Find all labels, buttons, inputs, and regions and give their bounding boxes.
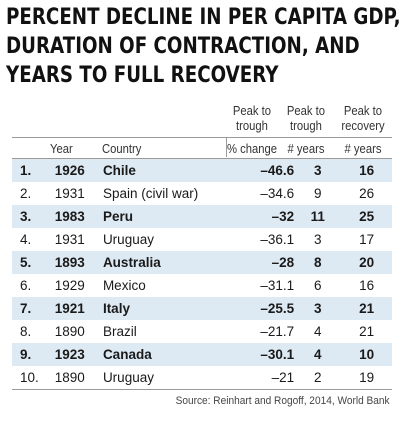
trough-years-cell: 6 — [313, 278, 322, 293]
table-title: PERCENT DECLINE IN PER CAPITA GDP, DURAT… — [6, 3, 400, 90]
pct-change-cell: –32 — [225, 205, 295, 228]
trough-years-cell: 3 — [313, 232, 322, 247]
year-cell: 1923 — [54, 343, 103, 366]
rank-cell: 5. — [12, 251, 55, 274]
year-cell: 1926 — [54, 159, 103, 182]
pct-change-cell: –36.1 — [260, 232, 295, 247]
year-cell: 1929 — [54, 278, 85, 293]
trough-years-cell: 11 — [294, 205, 342, 228]
recovery-years-cell: 20 — [341, 251, 392, 274]
rank-cell: 8. — [20, 324, 32, 339]
header-rule-divider — [226, 137, 227, 157]
header-pct-top-line-2: trough — [236, 119, 268, 133]
trough-years-cell: 2 — [313, 370, 322, 385]
title-line-3: YEARS TO FULL RECOVERY — [6, 63, 279, 88]
source-note: Source: Reinhart and Rogoff, 2014, World… — [176, 395, 390, 407]
header-year: Year — [50, 142, 73, 156]
table-row: 6. 1929 Mexico –31.1 6 16 — [12, 274, 392, 297]
rank-cell: 1. — [12, 159, 55, 182]
header-rec-top: Peak to recovery — [337, 104, 389, 134]
year-cell: 1931 — [54, 232, 85, 247]
table-row: 4. 1931 Uruguay –36.1 3 17 — [12, 228, 392, 251]
table-row: 2. 1931 Spain (civil war) –34.6 9 26 — [12, 182, 392, 205]
year-cell: 1893 — [54, 251, 103, 274]
country-cell: Canada — [102, 343, 226, 366]
data-table: 1. 1926 Chile –46.6 3 16 2. 1931 Spain (civil wa… — [12, 159, 392, 389]
table-rule-bottom — [12, 389, 392, 390]
country-cell: Australia — [102, 251, 226, 274]
country-cell: Brazil — [102, 324, 137, 339]
recovery-years-cell: 17 — [359, 232, 375, 247]
pct-change-cell: –21.7 — [260, 324, 295, 339]
recovery-years-cell: 25 — [341, 205, 392, 228]
header-rec-top-line-2: recovery — [341, 119, 385, 133]
rank-cell: 3. — [12, 205, 55, 228]
header-rec-unit: # years — [344, 142, 382, 156]
recovery-years-cell: 26 — [359, 186, 375, 201]
country-cell: Chile — [102, 159, 226, 182]
country-cell: Uruguay — [102, 232, 154, 247]
recovery-years-cell: 16 — [359, 278, 375, 293]
trough-years-cell: 3 — [294, 159, 342, 182]
rank-cell: 4. — [20, 232, 32, 247]
header-dur-top: Peak to trough — [282, 104, 331, 134]
pct-change-cell: –31.1 — [260, 278, 295, 293]
header-dur-unit: # years — [287, 142, 325, 156]
title-line-1: PERCENT DECLINE IN PER CAPITA GDP, — [6, 5, 400, 30]
trough-years-cell: 9 — [313, 186, 322, 201]
trough-years-cell: 8 — [294, 251, 342, 274]
table-row: 1. 1926 Chile –46.6 3 16 — [12, 159, 392, 182]
rank-cell: 6. — [20, 278, 32, 293]
table-row: 5. 1893 Australia –28 8 20 — [12, 251, 392, 274]
recovery-years-cell: 21 — [359, 324, 375, 339]
table-row: 7. 1921 Italy –25.5 3 21 — [12, 297, 392, 320]
header-country: Country — [102, 142, 142, 156]
header-pct-top-line-1: Peak to — [232, 104, 272, 118]
pct-change-cell: –25.5 — [225, 297, 295, 320]
title-line-2: DURATION OF CONTRACTION, AND — [6, 34, 360, 59]
pct-change-cell: –34.6 — [260, 186, 295, 201]
year-cell: 1890 — [54, 370, 85, 385]
year-cell: 1931 — [54, 186, 85, 201]
recovery-years-cell: 21 — [341, 297, 392, 320]
trough-years-cell: 3 — [294, 297, 342, 320]
table-row: 10. 1890 Uruguay –21 2 19 — [12, 366, 392, 389]
header-dur-top-line-1: Peak to — [286, 104, 326, 118]
table-row: 8. 1890 Brazil –21.7 4 21 — [12, 320, 392, 343]
recovery-years-cell: 16 — [341, 159, 392, 182]
trough-years-cell: 4 — [313, 324, 322, 339]
rank-cell: 7. — [12, 297, 55, 320]
header-pct-top: Peak to trough — [218, 104, 286, 134]
table-row: 3. 1983 Peru –32 11 25 — [12, 205, 392, 228]
year-cell: 1921 — [54, 297, 103, 320]
rank-cell: 9. — [12, 343, 55, 366]
country-cell: Spain (civil war) — [102, 186, 199, 201]
pct-change-cell: –28 — [225, 251, 295, 274]
header-rule-top — [12, 137, 392, 138]
year-cell: 1890 — [54, 324, 85, 339]
country-cell: Peru — [102, 205, 226, 228]
header-dur-top-line-2: trough — [290, 119, 322, 133]
recovery-years-cell: 19 — [359, 370, 375, 385]
table-body: 1. 1926 Chile –46.6 3 16 2. 1931 Spain (civil wa… — [12, 159, 392, 389]
rank-cell: 2. — [20, 186, 32, 201]
country-cell: Mexico — [102, 278, 146, 293]
country-cell: Italy — [102, 297, 226, 320]
pct-change-cell: –30.1 — [225, 343, 295, 366]
year-cell: 1983 — [54, 205, 103, 228]
rank-cell: 10. — [20, 370, 39, 385]
header-rec-top-line-1: Peak to — [343, 104, 383, 118]
header-pct-unit: % change — [226, 142, 278, 156]
pct-change-cell: –46.6 — [225, 159, 295, 182]
pct-change-cell: –21 — [271, 370, 295, 385]
country-cell: Uruguay — [102, 370, 154, 385]
header-rule-bottom — [12, 158, 392, 159]
trough-years-cell: 4 — [294, 343, 342, 366]
table-row: 9. 1923 Canada –30.1 4 10 — [12, 343, 392, 366]
recovery-years-cell: 10 — [341, 343, 392, 366]
